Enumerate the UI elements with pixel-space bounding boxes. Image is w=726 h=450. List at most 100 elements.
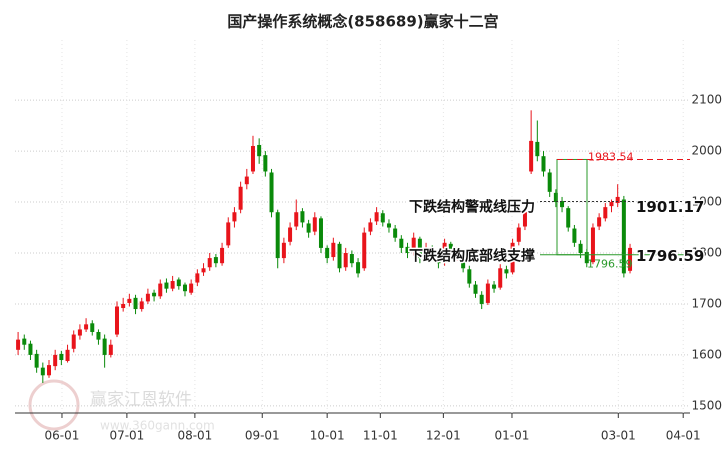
candle-body: [65, 349, 70, 362]
candle-body: [510, 242, 515, 273]
candle-body: [164, 282, 169, 289]
candle-body: [90, 323, 95, 332]
candle-body: [263, 155, 268, 172]
candle-body: [108, 344, 113, 355]
candle-body: [399, 238, 404, 248]
candle-body: [59, 353, 64, 361]
candle-body: [114, 306, 119, 335]
candle-body: [40, 367, 45, 376]
candle-body: [244, 176, 249, 185]
x-tick-label: 10-01: [310, 429, 345, 443]
candle-body: [226, 222, 231, 246]
candle-body: [139, 301, 144, 310]
candle-body: [207, 258, 212, 268]
candle-body: [553, 192, 558, 203]
candle-body: [182, 284, 187, 292]
candle-body: [628, 247, 633, 271]
candle-body: [294, 212, 299, 227]
high-line-label: 1983.54: [588, 150, 634, 163]
candle-body: [152, 292, 157, 297]
candle-body: [448, 243, 453, 259]
candle-body: [306, 223, 311, 233]
candle-body: [547, 172, 552, 192]
candle-body: [386, 223, 391, 228]
resistance-value: 1901.17: [636, 198, 704, 216]
candle-body: [312, 217, 317, 232]
candle-body: [485, 283, 490, 303]
support-value: 1796.59: [636, 247, 704, 265]
candle-body: [411, 237, 416, 252]
candle-body: [145, 293, 150, 302]
candle-body: [479, 294, 484, 304]
candle-body: [442, 242, 447, 263]
candle-body: [77, 329, 82, 336]
candle-body: [96, 331, 101, 340]
candle-body: [158, 283, 163, 297]
candle-body: [405, 246, 410, 253]
candle-body: [127, 298, 132, 303]
x-tick-label: 12-01: [426, 429, 461, 443]
watermark: 赢家江恩软件 www.360gann.com: [28, 379, 215, 433]
candle-body: [288, 227, 293, 242]
x-tick-label: 01-01: [495, 429, 530, 443]
candle-body: [597, 217, 602, 227]
candle-body: [467, 269, 472, 284]
candle-body: [337, 243, 342, 269]
candle-body: [504, 269, 509, 274]
candle-body: [535, 141, 540, 157]
candle-body: [300, 211, 305, 223]
candle-body: [615, 196, 620, 204]
candle-body: [170, 281, 175, 289]
x-tick-label: 06-01: [45, 429, 80, 443]
chart-title: 国产操作系统概念(858689)赢家十二宫: [227, 13, 498, 31]
candle-body: [572, 228, 577, 243]
candle-body: [71, 334, 76, 349]
candle-body: [368, 222, 373, 232]
candle-body: [566, 208, 571, 228]
x-tick-label: 03-01: [601, 429, 636, 443]
candle-body: [22, 338, 27, 345]
candle-body: [362, 232, 367, 269]
candle-body: [269, 172, 274, 213]
candle-body: [121, 303, 126, 309]
candle-body: [189, 283, 194, 293]
candle-body: [275, 212, 280, 259]
candle-body: [498, 268, 503, 288]
candle-body: [238, 186, 243, 210]
candle-body: [201, 268, 206, 273]
y-tick-label: 2000: [691, 144, 722, 158]
candle-body: [34, 353, 39, 368]
candle-body: [325, 247, 330, 259]
candle-body: [430, 248, 435, 253]
x-tick-label: 07-01: [109, 429, 144, 443]
candle-body: [250, 145, 255, 172]
y-tick-label: 1800: [691, 245, 722, 259]
candle-body: [473, 284, 478, 294]
candle-body: [417, 238, 422, 259]
candle-body: [522, 212, 527, 227]
candle-body: [584, 251, 589, 264]
candle-body: [578, 243, 583, 253]
candle-body: [16, 339, 21, 350]
resistance-label: 下跌结构警戒线压力: [409, 198, 535, 215]
candle-body: [609, 202, 614, 207]
candle-body: [529, 140, 534, 172]
candle-body: [84, 324, 89, 330]
candle-body: [492, 284, 497, 289]
candle-body: [541, 156, 546, 172]
candle-body: [393, 228, 398, 238]
candle-body: [220, 247, 225, 264]
candle-body: [343, 252, 348, 268]
support-label: 下跌结构底部线支撑: [409, 248, 535, 265]
candle-body: [318, 218, 323, 248]
y-tick-label: 1900: [691, 195, 722, 209]
candle-body: [28, 343, 33, 355]
candle-body: [195, 273, 200, 283]
candle-body: [257, 144, 262, 157]
candle-body: [560, 201, 565, 208]
candle-body: [213, 257, 218, 264]
candle-body: [331, 242, 336, 258]
watermark-url: www.360gann.com: [100, 419, 215, 433]
candle-body: [590, 227, 595, 263]
